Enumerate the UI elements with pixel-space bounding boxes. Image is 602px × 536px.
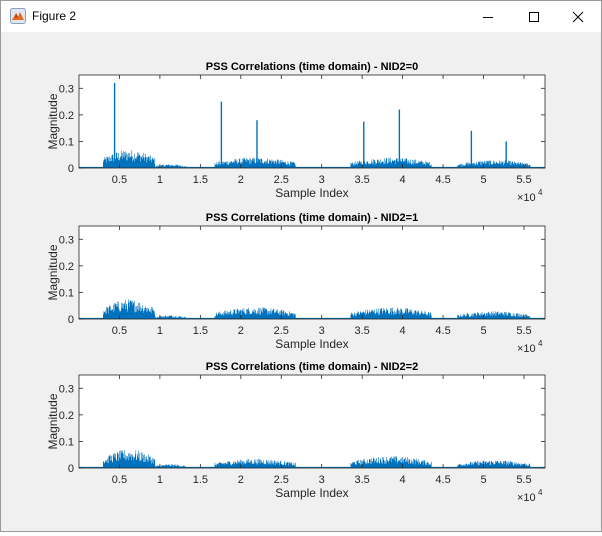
figure-canvas: 0.5 1 1.5 2 2.5 3 3.5 4 4.5 5 5.5 0 0.1 0.2 0.3 PSS Cor… — [1, 32, 601, 531]
subplot-title: PSS Correlations (time domain) - NID2=0 — [206, 61, 418, 73]
signal-burst-3 — [214, 157, 296, 168]
x-tick-label: 4.5 — [435, 325, 450, 337]
y-tick-label: 0.3 — [59, 383, 74, 395]
y-tick-label: 0 — [68, 463, 74, 475]
subplot-2: 0.5 1 1.5 2 2.5 3 3.5 4 4.5 5 5.5 0 0.1 0.2 0.3 PSS Cor… — [46, 212, 546, 355]
x-tick-label: 4 — [400, 325, 406, 337]
axes-background[interactable] — [79, 375, 545, 468]
x-tick-label: 3.5 — [355, 325, 370, 337]
x-axis-label: Sample Index — [275, 337, 348, 351]
x-tick-label: 5.5 — [516, 325, 531, 337]
y-tick-label: 0 — [68, 314, 74, 326]
plots-svg: 0.5 1 1.5 2 2.5 3 3.5 4 4.5 5 5.5 0 0.1 0.2 0.3 PSS Cor… — [46, 61, 546, 504]
x-tick-label: 2 — [238, 474, 244, 486]
subplot-title: PSS Correlations (time domain) - NID2=1 — [206, 212, 418, 224]
x-exponent-base: ×10 — [517, 343, 536, 355]
x-exponent-base: ×10 — [517, 492, 536, 504]
signal-burst-4 — [350, 157, 432, 168]
x-tick-label: 2.5 — [274, 474, 289, 486]
x-tick-label: 1 — [157, 474, 163, 486]
close-icon — [572, 11, 584, 22]
y-tick-label: 0.1 — [59, 436, 74, 448]
x-axis-label: Sample Index — [275, 486, 348, 500]
x-tick-label: 0.5 — [112, 174, 127, 186]
y-tick-label: 0.1 — [59, 136, 74, 148]
x-tick-label: 5.5 — [516, 174, 531, 186]
signal-burst-4 — [350, 456, 432, 468]
y-axis-label: Magnitude — [46, 244, 60, 300]
axes-frame — [78, 225, 546, 320]
signal-burst-5 — [457, 311, 531, 319]
y-tick-label: 0.1 — [59, 287, 74, 299]
x-tick-label: 1.5 — [193, 174, 208, 186]
x-exponent-base: ×10 — [517, 192, 536, 204]
x-axis-label: Sample Index — [275, 186, 348, 200]
y-axis-label: Magnitude — [46, 393, 60, 449]
x-tick-label: 1.5 — [193, 325, 208, 337]
x-tick-label: 4.5 — [435, 174, 450, 186]
x-tick-label: 1.5 — [193, 474, 208, 486]
axes-frame — [78, 374, 546, 469]
x-tick-label: 1 — [157, 174, 163, 186]
signal-burst-4 — [350, 307, 432, 319]
x-tick-label: 5 — [480, 325, 486, 337]
minimize-button[interactable] — [465, 1, 511, 32]
signal-burst-2 — [154, 464, 186, 468]
x-exponent-power: 4 — [538, 188, 543, 197]
signal-burst-3 — [214, 458, 296, 468]
y-tick-label: 0.2 — [59, 261, 74, 273]
subplot-1: 0.5 1 1.5 2 2.5 3 3.5 4 4.5 5 5.5 0 0.1 0.2 0.3 PSS Cor… — [46, 61, 546, 204]
signal-burst-1 — [103, 299, 156, 319]
y-tick-label: 0.2 — [59, 110, 74, 122]
x-tick-label: 5 — [480, 474, 486, 486]
signal-burst-1 — [103, 450, 156, 468]
x-exponent-power: 4 — [538, 488, 543, 497]
x-tick-label: 3.5 — [355, 174, 370, 186]
axes-background[interactable] — [79, 226, 545, 319]
close-button[interactable] — [555, 1, 601, 32]
y-tick-label: 0.2 — [59, 410, 74, 422]
x-tick-label: 4.5 — [435, 474, 450, 486]
x-tick-label: 2.5 — [274, 325, 289, 337]
x-tick-label: 2 — [238, 325, 244, 337]
x-tick-label: 4 — [400, 174, 406, 186]
x-exponent-power: 4 — [538, 339, 543, 348]
subplot-3: 0.5 1 1.5 2 2.5 3 3.5 4 4.5 5 5.5 0 0.1 0.2 0.3 PSS Cor… — [46, 361, 546, 504]
x-tick-label: 0.5 — [112, 474, 127, 486]
signal-burst-5 — [457, 460, 531, 468]
x-tick-label: 2.5 — [274, 174, 289, 186]
y-tick-label: 0.3 — [59, 234, 74, 246]
signal-burst-3 — [214, 307, 296, 319]
title-bar[interactable]: Figure 2 — [1, 1, 601, 32]
y-tick-label: 0 — [68, 163, 74, 175]
x-tick-label: 3 — [319, 174, 325, 186]
x-tick-label: 3 — [319, 474, 325, 486]
x-tick-label: 3 — [319, 325, 325, 337]
x-tick-label: 1 — [157, 325, 163, 337]
x-tick-label: 5.5 — [516, 474, 531, 486]
y-axis-label: Magnitude — [46, 93, 60, 149]
signal-burst-2 — [154, 164, 186, 168]
x-tick-label: 5 — [480, 174, 486, 186]
matlab-figure-icon — [10, 8, 26, 24]
axes-frame — [78, 74, 546, 169]
x-tick-label: 3.5 — [355, 474, 370, 486]
x-tick-label: 4 — [400, 474, 406, 486]
window-title: Figure 2 — [32, 9, 77, 23]
axes-background[interactable] — [79, 75, 545, 168]
y-tick-label: 0.3 — [59, 83, 74, 95]
minimize-icon — [483, 16, 493, 18]
maximize-icon — [529, 11, 539, 22]
x-tick-label: 0.5 — [112, 325, 127, 337]
x-tick-label: 2 — [238, 174, 244, 186]
subplot-title: PSS Correlations (time domain) - NID2=2 — [206, 361, 418, 373]
maximize-button[interactable] — [511, 1, 557, 32]
